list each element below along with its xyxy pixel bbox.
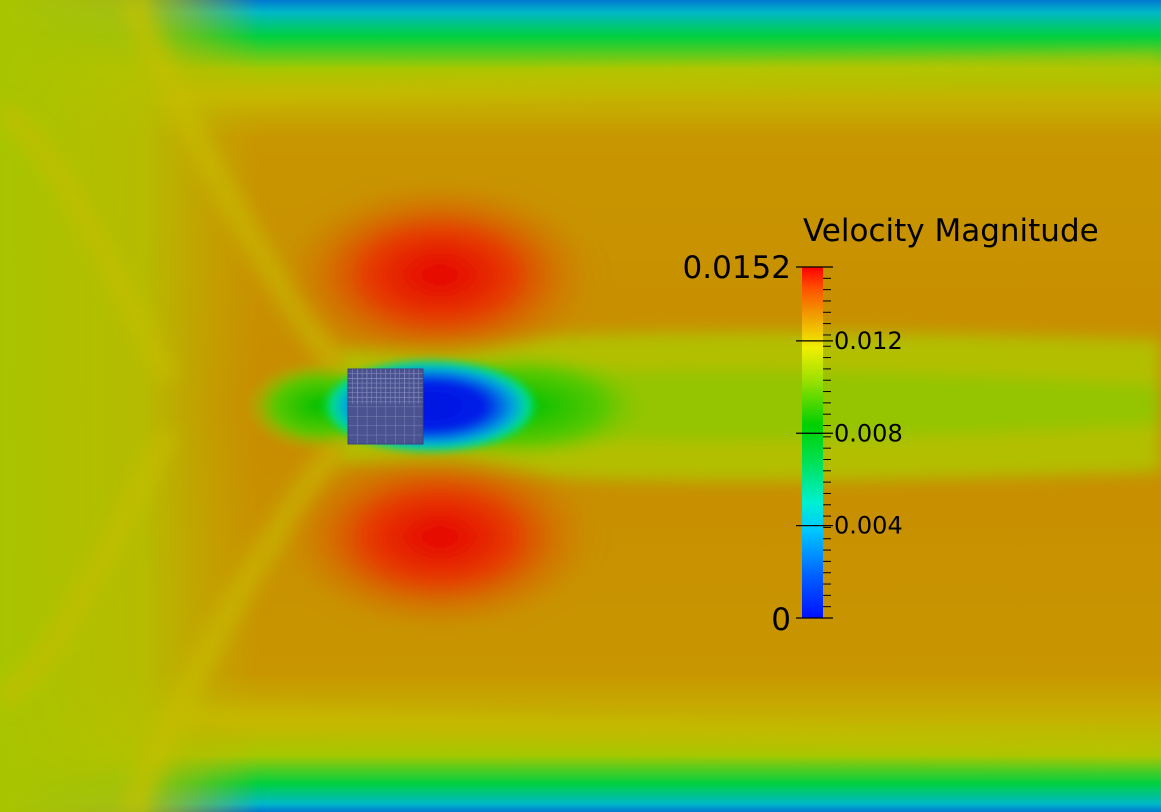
lower-high-speed-zone [280,442,600,632]
colorbar-tick-label: 0.012 [834,327,903,355]
colorbar-max-label: 0.0152 [683,250,791,286]
colorbar-tick-label: 0.004 [834,512,903,540]
colorbar-tick-label: 0.008 [834,419,903,447]
upper-high-speed-zone [280,180,600,370]
colorbar-major-ticks [796,266,833,619]
inlet-region [0,0,260,812]
colorbar-min-label: 0 [771,602,791,638]
colorbar-title: Velocity Magnitude [803,213,1099,249]
colorbar-gradient [802,267,823,618]
color-legend: Velocity Magnitude 0.0152 0 0.004 0.008 … [683,213,1099,638]
obstacle-refined-mesh [348,369,423,404]
